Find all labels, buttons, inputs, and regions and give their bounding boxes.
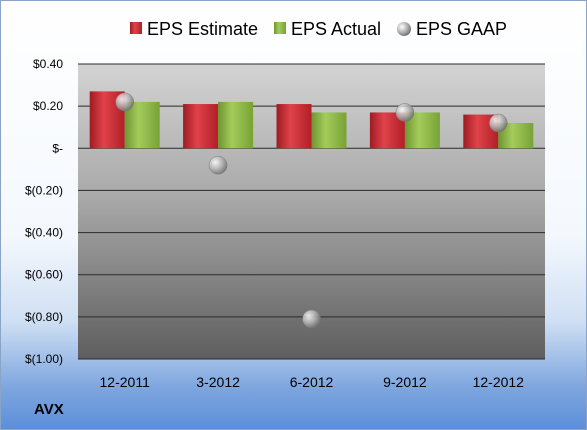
gaap-point — [115, 92, 134, 112]
gaap-point — [489, 113, 508, 133]
legend-swatch-actual — [274, 22, 286, 34]
legend: EPS Estimate EPS Actual EPS GAAP — [130, 19, 507, 39]
legend-label-estimate: EPS Estimate — [147, 19, 258, 39]
legend-item-gaap: EPS GAAP — [397, 19, 507, 39]
legend-swatch-estimate — [130, 22, 142, 34]
y-tick-label: $(1.00) — [25, 352, 63, 366]
x-tick-label: 12-2011 — [100, 374, 151, 390]
legend-label-actual: EPS Actual — [291, 19, 381, 39]
x-tick-label: 6-2012 — [290, 374, 334, 390]
gaap-point — [302, 309, 321, 329]
x-tick-label: 9-2012 — [383, 374, 427, 390]
y-tick-label: $(0.60) — [25, 268, 63, 282]
legend-label-gaap: EPS GAAP — [416, 19, 507, 39]
gaap-point — [208, 155, 228, 175]
bar-actual — [311, 112, 347, 149]
legend-item-actual: EPS Actual — [274, 19, 381, 39]
y-tick-label: $0.20 — [33, 99, 63, 113]
ticker-label: AVX — [34, 401, 64, 418]
y-tick-label: $(0.40) — [25, 226, 63, 240]
legend-swatch-gaap — [397, 22, 411, 36]
gaap-points — [115, 92, 508, 329]
bar-actual — [124, 101, 160, 149]
bar-estimate — [183, 104, 219, 149]
bar-estimate — [276, 104, 312, 149]
legend-item-estimate: EPS Estimate — [130, 19, 258, 39]
gaap-point — [395, 103, 415, 122]
y-tick-label: $- — [52, 141, 63, 155]
x-axis-labels: 12-2011 3-2012 6-2012 9-2012 12-2012 — [100, 374, 525, 390]
y-tick-label: $(0.80) — [25, 310, 63, 324]
y-axis-labels: $0.40 $0.20 $- $(0.20) $(0.40) $(0.60) $(0.80)… — [25, 57, 63, 366]
bar-actual — [218, 101, 254, 149]
y-tick-label: $(0.20) — [25, 183, 63, 197]
y-tick-label: $0.40 — [33, 57, 63, 71]
bars — [89, 91, 534, 149]
x-tick-label: 12-2012 — [473, 374, 525, 390]
x-tick-label: 3-2012 — [196, 374, 240, 390]
